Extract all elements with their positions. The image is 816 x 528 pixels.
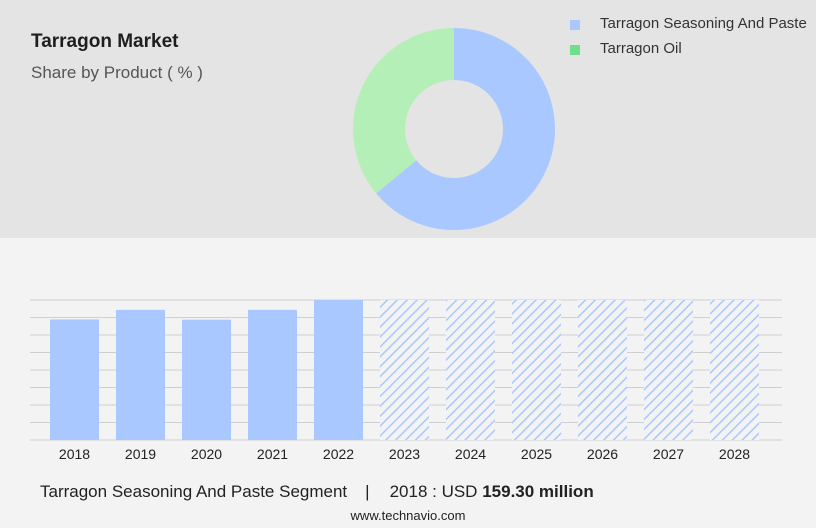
donut-slice-tarragon-oil: [353, 28, 454, 194]
x-tick-label: 2026: [587, 446, 618, 462]
legend-label-seasoning: Tarragon Seasoning And Paste: [600, 15, 807, 32]
bar-2028: [710, 300, 759, 440]
footer-separator: |: [365, 482, 370, 501]
x-tick-label: 2025: [521, 446, 552, 462]
donut-chart: [353, 28, 555, 231]
chart-title: Tarragon Market: [31, 31, 179, 52]
legend-item-seasoning: Tarragon Seasoning And Paste: [570, 16, 810, 32]
x-tick-label: 2027: [653, 446, 684, 462]
footer-year-label: 2018 : USD: [389, 482, 478, 501]
x-tick-label: 2019: [125, 446, 156, 462]
bar-2018: [50, 319, 99, 440]
x-tick-label: 2018: [59, 446, 90, 462]
bar-2020: [182, 319, 231, 440]
bar-2021: [248, 309, 297, 440]
bar-2023: [380, 300, 429, 440]
bar-2022: [314, 300, 363, 440]
legend-swatch-oil: [570, 45, 580, 55]
x-tick-label: 2021: [257, 446, 288, 462]
bar-2026: [578, 300, 627, 440]
legend-item-oil: Tarragon Oil: [570, 41, 810, 57]
legend-swatch-seasoning: [570, 20, 580, 30]
footer-amount: 159.30 million: [482, 482, 594, 501]
x-tick-label: 2028: [719, 446, 750, 462]
x-tick-label: 2022: [323, 446, 354, 462]
footer-summary: Tarragon Seasoning And Paste Segment | 201…: [40, 482, 780, 502]
footer-segment: Tarragon Seasoning And Paste Segment: [40, 482, 348, 501]
donut-slice-tarragon-seasoning-and-paste: [376, 28, 555, 231]
x-tick-label: 2020: [191, 446, 222, 462]
bar-2027: [644, 300, 693, 440]
legend: Tarragon Seasoning And Paste Tarragon Oi…: [570, 16, 810, 66]
legend-label-oil: Tarragon Oil: [600, 40, 682, 57]
bar-2024: [446, 300, 495, 440]
bar-2025: [512, 300, 561, 440]
x-tick-label: 2023: [389, 446, 420, 462]
x-tick-label: 2024: [455, 446, 486, 462]
bar-2019: [116, 309, 165, 440]
chart-subtitle: Share by Product ( % ): [31, 63, 203, 82]
bar-chart: 2018 2019 2020 2021 2022 2023 2024 2025 2026 2027…: [30, 299, 782, 462]
source-url: www.technavio.com: [350, 508, 466, 523]
